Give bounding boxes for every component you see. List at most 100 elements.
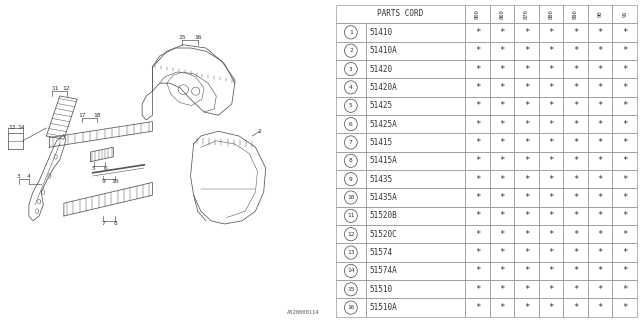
Bar: [588, 170, 612, 188]
Text: *: *: [622, 248, 627, 257]
Bar: [490, 115, 515, 133]
Text: 11: 11: [51, 86, 59, 91]
Bar: [490, 133, 515, 152]
Bar: [490, 42, 515, 60]
Text: 51415: 51415: [369, 138, 392, 147]
Bar: [563, 225, 588, 244]
Text: *: *: [548, 138, 554, 147]
Text: 890: 890: [573, 9, 578, 19]
Bar: [563, 299, 588, 317]
Bar: [539, 133, 563, 152]
Text: *: *: [622, 46, 627, 55]
Bar: [563, 170, 588, 188]
Bar: [588, 280, 612, 299]
Bar: [465, 23, 490, 42]
Bar: [515, 225, 539, 244]
Bar: [563, 23, 588, 42]
Bar: [612, 207, 637, 225]
Bar: [366, 115, 465, 133]
Bar: [465, 299, 490, 317]
Text: *: *: [573, 285, 579, 294]
Text: *: *: [597, 230, 603, 239]
Bar: [563, 60, 588, 78]
Text: *: *: [499, 230, 505, 239]
Text: *: *: [548, 175, 554, 184]
Bar: [366, 152, 465, 170]
Bar: [336, 262, 366, 280]
Text: *: *: [573, 267, 579, 276]
Bar: [490, 280, 515, 299]
Bar: [539, 97, 563, 115]
Text: *: *: [524, 156, 529, 165]
Text: 51510: 51510: [369, 285, 392, 294]
Bar: [465, 207, 490, 225]
Text: *: *: [597, 46, 603, 55]
Bar: [490, 5, 515, 23]
Text: 51574: 51574: [369, 248, 392, 257]
Text: *: *: [597, 120, 603, 129]
Bar: [515, 262, 539, 280]
Bar: [366, 280, 465, 299]
Bar: [490, 299, 515, 317]
Text: *: *: [524, 83, 529, 92]
Bar: [588, 299, 612, 317]
Text: *: *: [499, 211, 505, 220]
Bar: [539, 299, 563, 317]
Bar: [515, 115, 539, 133]
Bar: [336, 42, 366, 60]
Text: *: *: [499, 46, 505, 55]
Text: 51510A: 51510A: [369, 303, 397, 312]
Text: 2: 2: [349, 48, 353, 53]
Bar: [490, 244, 515, 262]
Text: 9: 9: [101, 179, 105, 184]
Text: *: *: [499, 156, 505, 165]
Bar: [539, 225, 563, 244]
Text: *: *: [597, 83, 603, 92]
Bar: [612, 152, 637, 170]
Text: *: *: [475, 285, 480, 294]
Bar: [588, 133, 612, 152]
Bar: [515, 244, 539, 262]
Text: *: *: [499, 303, 505, 312]
Text: *: *: [573, 83, 579, 92]
Text: *: *: [573, 175, 579, 184]
Text: *: *: [573, 156, 579, 165]
Bar: [588, 262, 612, 280]
Text: *: *: [524, 211, 529, 220]
Text: *: *: [597, 303, 603, 312]
Text: *: *: [499, 285, 505, 294]
Text: *: *: [548, 28, 554, 37]
Bar: [465, 188, 490, 207]
Text: *: *: [475, 267, 480, 276]
Bar: [515, 97, 539, 115]
Text: 15: 15: [347, 287, 355, 292]
Text: *: *: [573, 28, 579, 37]
Bar: [336, 299, 366, 317]
Text: *: *: [622, 285, 627, 294]
Bar: [612, 42, 637, 60]
Text: *: *: [475, 120, 480, 129]
Bar: [563, 188, 588, 207]
Bar: [539, 42, 563, 60]
Text: 51435: 51435: [369, 175, 392, 184]
Bar: [465, 170, 490, 188]
Text: *: *: [499, 138, 505, 147]
Text: *: *: [499, 175, 505, 184]
Text: *: *: [475, 211, 480, 220]
Text: PARTS CORD: PARTS CORD: [378, 10, 424, 19]
Bar: [336, 78, 366, 97]
Bar: [539, 115, 563, 133]
Text: 5: 5: [349, 103, 353, 108]
Bar: [366, 78, 465, 97]
Text: *: *: [524, 193, 529, 202]
Text: 880: 880: [548, 9, 554, 19]
Bar: [465, 78, 490, 97]
Bar: [612, 5, 637, 23]
Bar: [539, 170, 563, 188]
Text: *: *: [475, 83, 480, 92]
Bar: [588, 207, 612, 225]
Text: *: *: [524, 101, 529, 110]
Text: *: *: [524, 230, 529, 239]
Text: *: *: [499, 28, 505, 37]
Text: *: *: [573, 138, 579, 147]
